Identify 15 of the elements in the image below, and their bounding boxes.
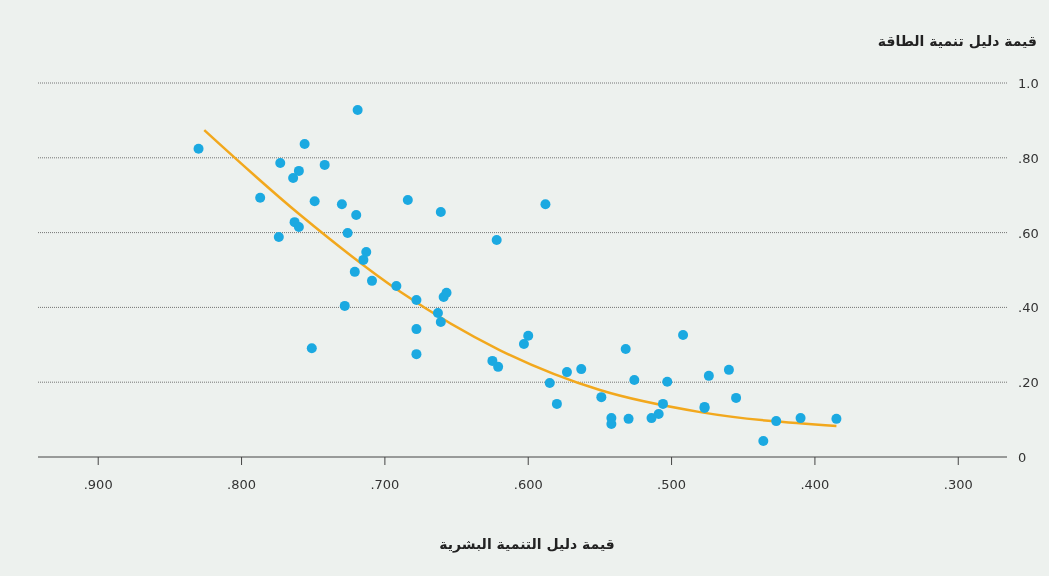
y-axis-title: قيمة دليل تنمية الطاقة bbox=[877, 33, 1037, 49]
y-tick-label: 1.0 bbox=[1018, 76, 1039, 91]
x-tick-label: .500 bbox=[657, 477, 687, 492]
y-tick-label: .20 bbox=[1018, 375, 1039, 391]
y-tick-label: .40 bbox=[1018, 300, 1039, 316]
y-tick-label: .60 bbox=[1018, 225, 1039, 241]
x-tick-label: .300 bbox=[943, 477, 973, 492]
x-axis-title: قيمة دليل التنمية البشرية bbox=[439, 536, 615, 553]
x-tick-label: .800 bbox=[227, 477, 257, 492]
x-tick-label: .700 bbox=[370, 477, 400, 492]
y-tick-label: 0 bbox=[1018, 450, 1027, 465]
x-tick-label: .400 bbox=[800, 477, 830, 492]
x-tick-label: .600 bbox=[513, 477, 543, 492]
y-tick-label: .80 bbox=[1018, 150, 1039, 166]
x-tick-label: .900 bbox=[83, 477, 113, 492]
